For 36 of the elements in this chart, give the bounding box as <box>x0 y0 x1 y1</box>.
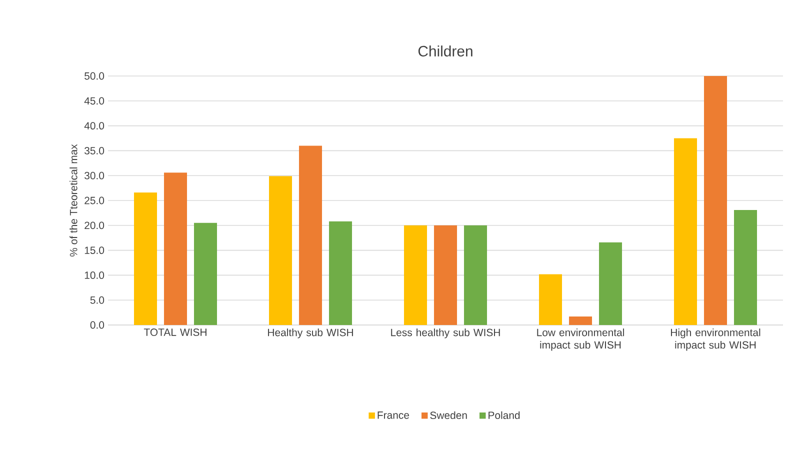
bar <box>269 176 292 325</box>
y-tick-label: 25.0 <box>84 196 104 204</box>
y-tick-label: 35.0 <box>84 147 104 154</box>
bar <box>404 225 428 325</box>
chart-title: Children <box>418 46 472 56</box>
bar <box>704 76 728 325</box>
x-tick-label: Healthy sub WISH <box>268 328 353 338</box>
x-tick-label: Low environmental impact sub WISH <box>537 328 624 351</box>
bar <box>194 222 217 325</box>
x-tick-label: TOTAL WISH <box>144 328 206 336</box>
y-tick-label: 10.0 <box>84 272 104 279</box>
y-tick-label: 50.0 <box>84 72 104 80</box>
bar <box>734 210 758 325</box>
bar <box>569 316 592 325</box>
x-tick-label: High environmental impact sub WISH <box>671 328 760 351</box>
y-tick-label: 5.0 <box>90 296 104 304</box>
bar <box>599 242 622 325</box>
y-tick-label: 30.0 <box>84 172 104 180</box>
y-tick-label: 0.0 <box>90 321 104 329</box>
bar <box>674 138 698 325</box>
y-axis-title: % of the Tteoretical max <box>70 144 78 257</box>
y-tick-label: 45.0 <box>84 97 104 105</box>
bar <box>164 172 187 325</box>
bar <box>464 225 488 325</box>
y-tick-label: 40.0 <box>84 122 104 130</box>
x-tick-label: Less healthy sub WISH <box>391 328 500 338</box>
bar <box>539 274 562 325</box>
bar <box>134 192 157 325</box>
legend-label: Sweden <box>430 411 467 420</box>
y-tick-label: 15.0 <box>84 246 104 254</box>
legend-label: Poland <box>488 411 520 420</box>
bar <box>434 225 458 325</box>
bar <box>329 221 352 325</box>
legend-label: France <box>378 412 410 419</box>
y-tick-label: 20.0 <box>84 222 104 230</box>
bar <box>299 146 322 325</box>
